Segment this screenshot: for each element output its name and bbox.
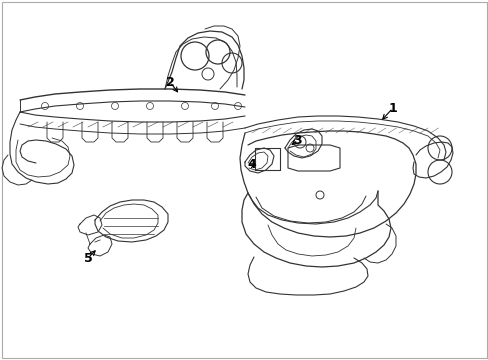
Text: 2: 2 xyxy=(165,76,174,89)
Text: 4: 4 xyxy=(247,158,256,171)
Text: 5: 5 xyxy=(83,252,92,265)
Text: 1: 1 xyxy=(388,102,397,114)
Text: 3: 3 xyxy=(293,134,302,147)
